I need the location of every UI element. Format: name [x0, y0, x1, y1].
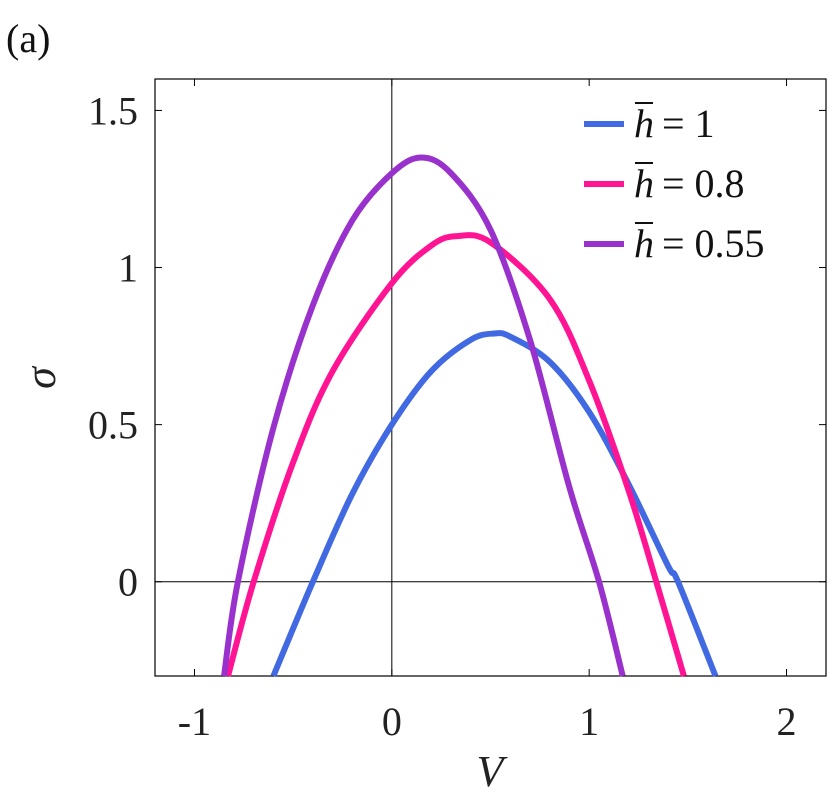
series-line-2	[225, 232, 687, 677]
legend-value: = 1	[662, 101, 715, 146]
y-tick-label: 0	[118, 560, 138, 605]
legend-value: = 0.55	[662, 221, 765, 266]
x-tick-label: 0	[382, 699, 402, 744]
legend-label-3: h = 0.55	[634, 221, 765, 266]
y-tick-label: 0.5	[88, 403, 138, 448]
y-tick-label: 1.5	[88, 88, 138, 133]
legend-variable: h	[634, 101, 654, 146]
legend-label-2: h = 0.8	[634, 161, 745, 206]
data-series	[221, 154, 719, 678]
y-tick-label: 1	[118, 246, 138, 291]
x-tick-label: -1	[178, 699, 211, 744]
x-tick-label: 2	[777, 699, 797, 744]
legend: h = 1h = 0.8h = 0.55	[584, 101, 765, 266]
series-line-1	[270, 330, 719, 678]
legend-variable: h	[634, 161, 654, 206]
x-axis-label: V	[477, 747, 509, 792]
series-line-3	[221, 154, 626, 677]
y-axis-label: σ	[16, 365, 65, 389]
legend-label-1: h = 1	[634, 101, 715, 146]
y-tick-labels: 0 0.5 1 1.5	[88, 88, 138, 604]
panel-label: (a)	[6, 16, 50, 61]
reference-lines	[155, 79, 826, 676]
axis-ticks	[155, 79, 826, 676]
x-tick-labels: -1 0 1 2	[178, 699, 797, 744]
plot-area	[154, 78, 827, 677]
legend-variable: h	[634, 221, 654, 266]
x-tick-label: 1	[579, 699, 599, 744]
legend-value: = 0.8	[662, 161, 745, 206]
